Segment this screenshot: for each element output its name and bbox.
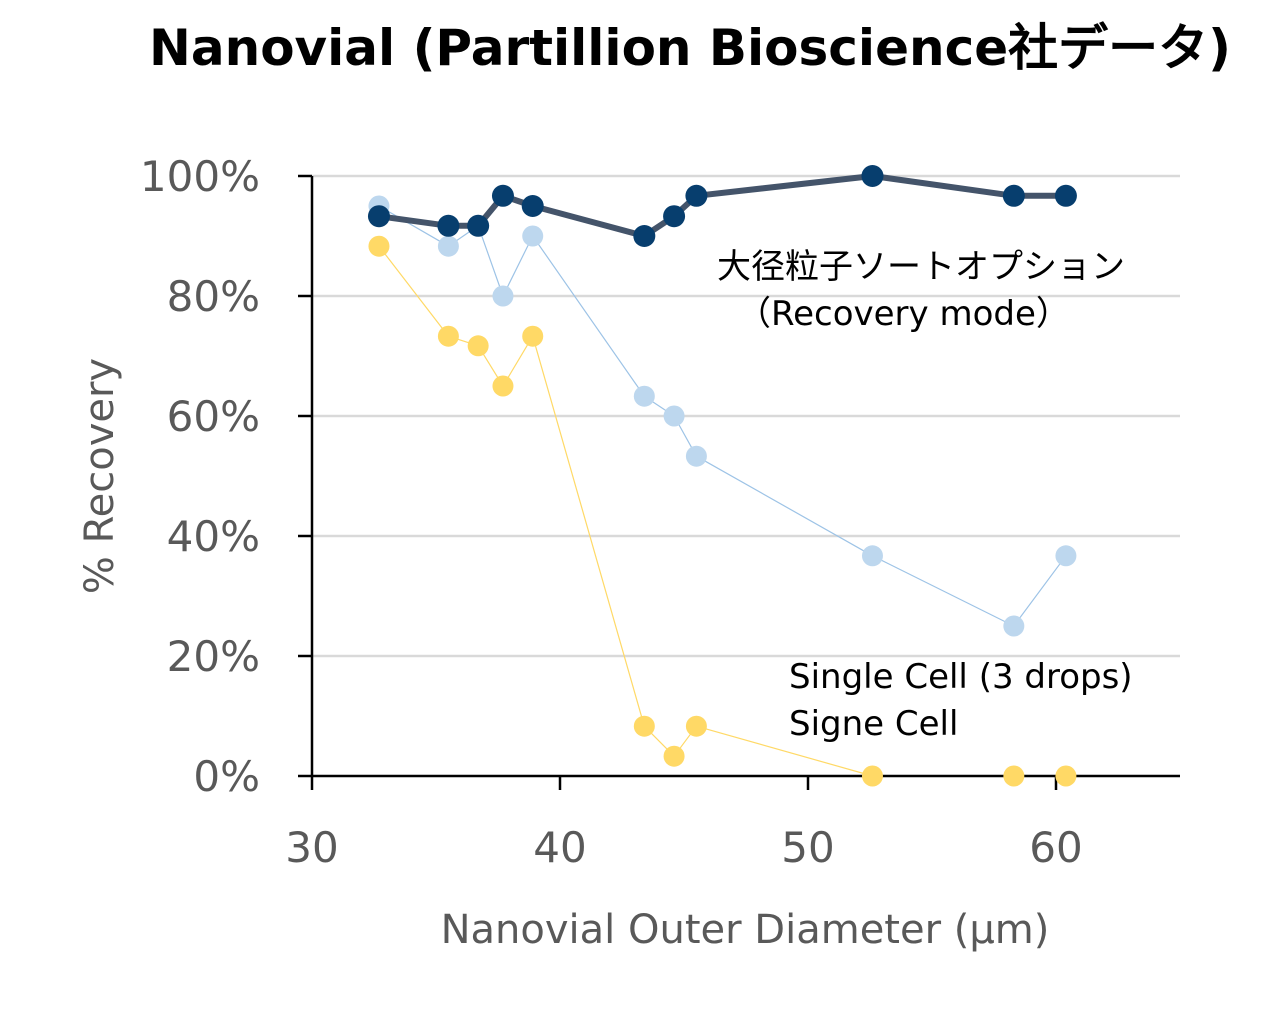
series-0-point-9 — [1002, 184, 1025, 207]
series-1-point-1 — [437, 235, 459, 257]
series-2-point-0 — [368, 235, 390, 257]
series-0-point-0 — [367, 205, 390, 228]
x-tick-label-1: 40 — [533, 823, 586, 872]
x-tick-label-3: 60 — [1029, 823, 1082, 872]
series-0-point-10 — [1054, 184, 1077, 207]
x-axis-label: Nanovial Outer Diameter (µm) — [441, 907, 1050, 953]
y-axis-label: % Recovery — [77, 358, 123, 594]
series-2-point-5 — [633, 715, 655, 737]
series-1-point-3 — [492, 285, 514, 307]
y-tick-label-1: 20% — [167, 632, 260, 681]
series-2-point-6 — [663, 745, 685, 767]
x-tick-label-2: 50 — [781, 823, 834, 872]
annotation-0-line-1: （Recovery mode） — [737, 294, 1070, 334]
series-2-point-3 — [492, 375, 514, 397]
series-2-point-4 — [522, 325, 544, 347]
series-2-point-9 — [1003, 765, 1025, 787]
series-0-point-8 — [861, 165, 884, 187]
series-0-point-2 — [467, 214, 490, 237]
series-1-point-8 — [861, 545, 883, 567]
series-1-point-6 — [663, 405, 685, 427]
y-tick-label-4: 80% — [167, 272, 260, 321]
series-1-point-4 — [522, 225, 544, 247]
series-2-point-8 — [861, 765, 883, 787]
series-1-point-7 — [685, 445, 707, 467]
y-tick-label-2: 40% — [167, 512, 260, 561]
annotation-1-line-0: Single Cell (3 drops) — [789, 657, 1133, 697]
annotation-0-line-0: 大径粒子ソートオプション — [717, 247, 1125, 287]
annotations: 大径粒子ソートオプション （Recovery mode） Single Cell (… — [717, 247, 1133, 744]
series-0-point-6 — [663, 205, 686, 228]
y-tick-label-3: 60% — [167, 392, 260, 441]
x-tick-label-0: 30 — [285, 823, 338, 872]
series-0-point-1 — [437, 214, 460, 237]
axes — [298, 174, 1180, 790]
series-2-point-7 — [685, 715, 707, 737]
series-0-point-3 — [491, 184, 514, 207]
series-2-point-2 — [467, 335, 489, 357]
y-tick-label-0: 0% — [193, 752, 260, 801]
y-tick-label-5: 100% — [140, 152, 260, 201]
series-1-point-5 — [633, 385, 655, 407]
series-2-point-1 — [437, 325, 459, 347]
series-1-point-9 — [1003, 615, 1025, 637]
series-0-point-7 — [685, 184, 708, 207]
series-1-point-10 — [1055, 545, 1077, 567]
grid-lines — [312, 174, 1180, 658]
series-0-point-5 — [633, 225, 656, 247]
chart-title: Nanovial (Partillion Bioscience社データ) — [149, 19, 1231, 77]
series-points — [367, 165, 1077, 787]
tick-labels: 0% 20% 40% 60% 80% 100% 30 40 50 60 — [140, 152, 1083, 872]
series-0-point-4 — [521, 195, 544, 217]
annotation-2-line-0: Signe Cell — [789, 704, 958, 744]
series-2-point-10 — [1055, 765, 1077, 787]
